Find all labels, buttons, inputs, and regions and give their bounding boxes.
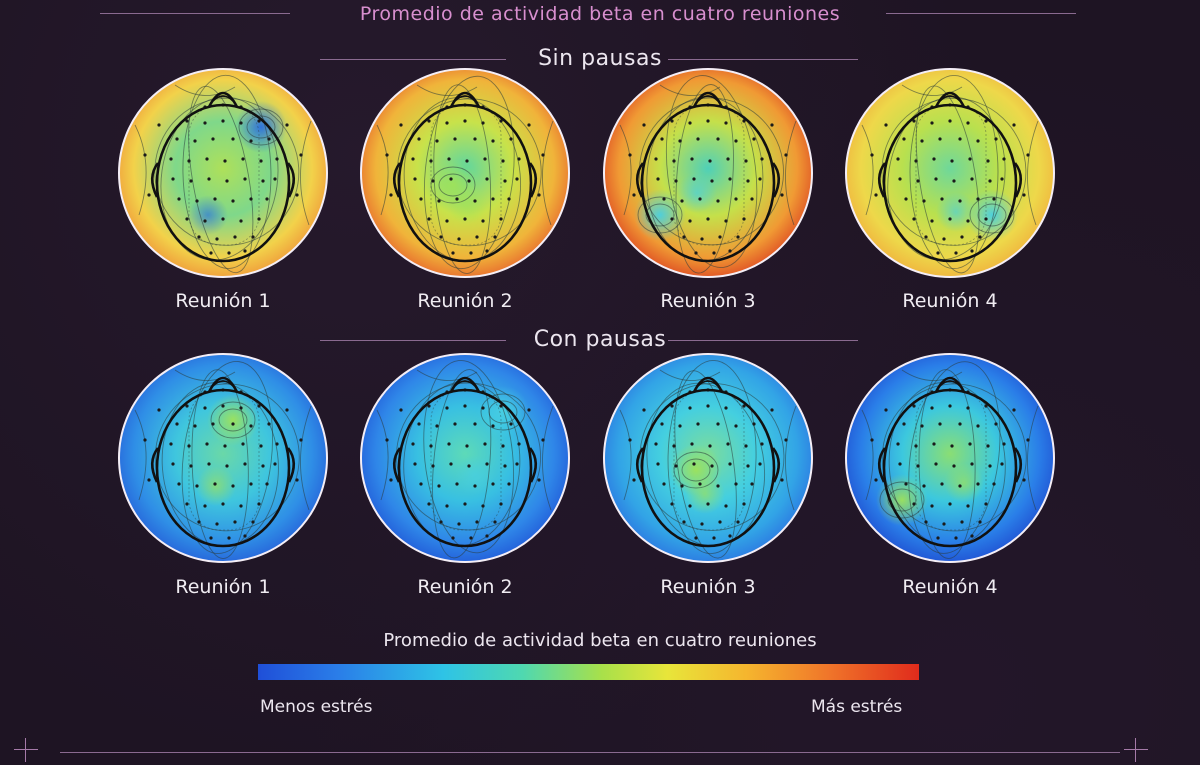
legend-high-label: Más estrés <box>811 697 903 717</box>
map-caption: Reunión 3 <box>660 576 756 598</box>
corner-cross-icon <box>1124 738 1148 762</box>
map-caption: Reunión 1 <box>175 290 271 312</box>
topomap-con-pausas-1 <box>115 350 331 566</box>
footer-line <box>60 752 1120 753</box>
topomap-con-pausas-3 <box>600 350 816 566</box>
map-caption: Reunión 1 <box>175 576 271 598</box>
map-caption: Reunión 2 <box>417 290 513 312</box>
map-caption: Reunión 4 <box>902 576 998 598</box>
divider-line <box>320 59 506 60</box>
divider-line <box>668 59 858 60</box>
topomap-sin-pausas-4 <box>842 65 1058 281</box>
topomap-sin-pausas-2 <box>357 65 573 281</box>
map-caption: Reunión 3 <box>660 290 756 312</box>
legend-low-label: Menos estrés <box>260 697 373 717</box>
stress-colorbar <box>258 664 919 680</box>
divider-line <box>668 340 858 341</box>
divider-line <box>886 13 1076 14</box>
topomap-sin-pausas-3 <box>600 65 816 281</box>
section-title-con-pausas: Con pausas <box>533 327 667 352</box>
header: Promedio de actividad beta en cuatro reu… <box>0 0 1200 30</box>
topomap-con-pausas-2 <box>357 350 573 566</box>
corner-cross-icon <box>14 738 38 762</box>
legend-title: Promedio de actividad beta en cuatro reu… <box>383 630 817 651</box>
map-caption: Reunión 4 <box>902 290 998 312</box>
divider-line <box>100 13 290 14</box>
topomap-sin-pausas-1 <box>115 65 331 281</box>
page-title: Promedio de actividad beta en cuatro reu… <box>359 3 841 25</box>
divider-line <box>320 340 506 341</box>
topomap-con-pausas-4 <box>842 350 1058 566</box>
section-title-sin-pausas: Sin pausas <box>538 46 662 71</box>
map-caption: Reunión 2 <box>417 576 513 598</box>
